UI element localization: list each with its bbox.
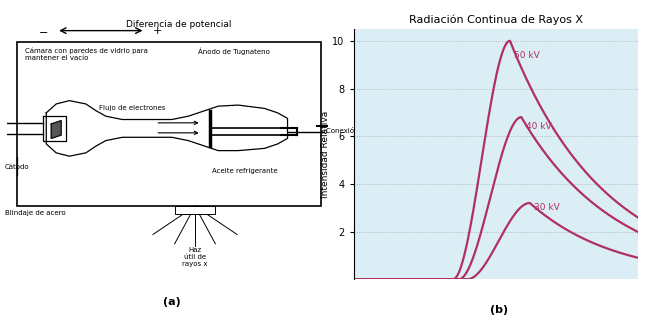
Text: (b): (b) bbox=[490, 305, 508, 315]
Text: $-$: $-$ bbox=[38, 26, 48, 36]
Text: Blindaje de acero: Blindaje de acero bbox=[5, 210, 65, 215]
Text: 50 kV: 50 kV bbox=[514, 50, 540, 59]
Bar bbox=[17, 42, 321, 206]
Text: Ánodo de Tugnateno: Ánodo de Tugnateno bbox=[198, 47, 270, 55]
Text: Cámara con paredes de vidrio para
mantener el vacío: Cámara con paredes de vidrio para manten… bbox=[25, 47, 147, 61]
Text: Cátodo: Cátodo bbox=[5, 164, 30, 170]
Text: (a): (a) bbox=[163, 297, 180, 307]
Text: Diferencia de potencial: Diferencia de potencial bbox=[126, 20, 231, 29]
Text: Flujo de electrones: Flujo de electrones bbox=[99, 105, 165, 111]
Text: Conexión eléctrica: Conexión eléctrica bbox=[326, 128, 391, 134]
Text: 30 kV: 30 kV bbox=[534, 203, 560, 212]
Text: $+$: $+$ bbox=[152, 25, 162, 36]
Text: Haz
útil de
rayos x: Haz útil de rayos x bbox=[182, 247, 208, 267]
Polygon shape bbox=[52, 121, 61, 138]
Text: Aceite refrigerante: Aceite refrigerante bbox=[212, 169, 277, 174]
Text: 40 kV: 40 kV bbox=[525, 122, 551, 131]
Y-axis label: Intensidad Relativa: Intensidad Relativa bbox=[321, 110, 330, 198]
Bar bbox=[175, 206, 215, 214]
Title: Radiación Continua de Rayos X: Radiación Continua de Rayos X bbox=[408, 15, 583, 25]
